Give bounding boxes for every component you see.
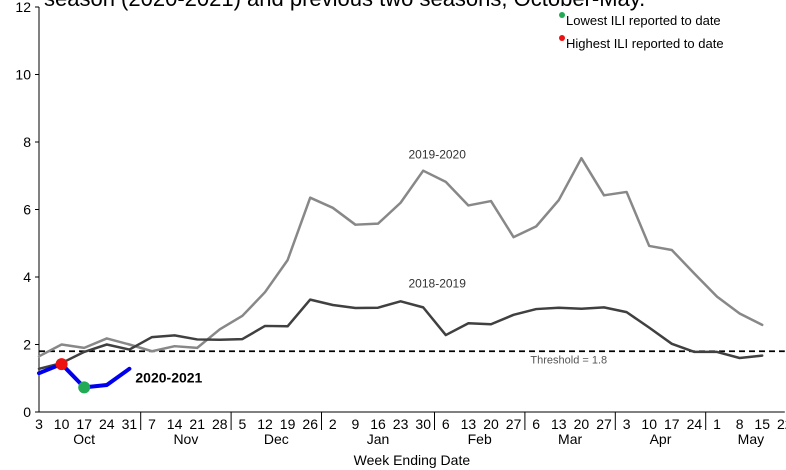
x-tick-label: 15	[754, 416, 770, 432]
marker-highest	[55, 358, 68, 371]
threshold-label: Threshold = 1.8	[530, 354, 607, 366]
x-tick-label: 28	[212, 416, 228, 432]
series-line-2018-2019	[37, 298, 764, 371]
x-tick-label: 20	[574, 416, 590, 432]
x-tick-label: 13	[461, 416, 477, 432]
chart-title: season (2020-2021) and previous two seas…	[44, 0, 645, 12]
y-tick-label: 8	[23, 134, 31, 150]
month-label: Nov	[173, 431, 198, 447]
x-tick-label: 21	[189, 416, 205, 432]
series-label-2018-2019: 2018-2019	[409, 277, 467, 291]
y-tick-label: 2	[23, 337, 31, 353]
month-label: May	[738, 431, 764, 447]
legend-dot-lowest	[559, 12, 565, 18]
x-tick-label: 19	[280, 416, 296, 432]
y-tick-label: 4	[23, 269, 31, 285]
series-label-2019-2020: 2019-2020	[409, 148, 467, 162]
x-tick-label: 5	[239, 416, 247, 432]
x-axis-title: Week Ending Date	[354, 452, 471, 468]
month-label: Mar	[558, 431, 582, 447]
x-tick-label: 1	[713, 416, 721, 432]
x-tick-label: 2	[329, 416, 337, 432]
y-tick-label: 6	[23, 202, 31, 218]
x-tick-label: 16	[370, 416, 386, 432]
x-tick-label: 3	[35, 416, 43, 432]
series-line-2019-2020	[37, 156, 764, 358]
x-tick-label: 26	[302, 416, 318, 432]
x-tick-label: 23	[393, 416, 409, 432]
x-tick-label: 14	[167, 416, 183, 432]
y-tick-label: 12	[15, 0, 31, 15]
legend-label-highest: Highest ILI reported to date	[566, 36, 724, 51]
x-tick-label: 7	[148, 416, 156, 432]
x-tick-label: 17	[664, 416, 680, 432]
x-tick-label: 8	[736, 416, 744, 432]
x-tick-label: 27	[506, 416, 522, 432]
x-tick-label: 10	[54, 416, 70, 432]
x-tick-label: 24	[687, 416, 703, 432]
x-tick-label: 31	[122, 416, 138, 432]
x-tick-label: 10	[641, 416, 657, 432]
x-tick-label: 9	[352, 416, 360, 432]
month-label: Oct	[73, 431, 95, 447]
x-tick-label: 13	[551, 416, 567, 432]
x-tick-label: 27	[596, 416, 612, 432]
x-tick-label: 3	[623, 416, 631, 432]
legend-label-lowest: Lowest ILI reported to date	[566, 13, 721, 28]
x-tick-label: 12	[257, 416, 273, 432]
x-tick-label: 30	[415, 416, 431, 432]
x-tick-label: 17	[76, 416, 92, 432]
month-label: Feb	[468, 431, 492, 447]
month-label: Apr	[650, 431, 672, 447]
x-tick-label: 6	[442, 416, 450, 432]
series-label-2020-2021: 2020-2021	[135, 369, 202, 385]
x-tick-label: 22	[777, 416, 786, 432]
x-tick-label: 6	[532, 416, 540, 432]
y-tick-label: 10	[15, 67, 31, 83]
y-tick-label: 0	[23, 404, 31, 420]
x-tick-label: 24	[99, 416, 115, 432]
month-label: Dec	[264, 431, 289, 447]
month-label: Jan	[367, 431, 390, 447]
marker-lowest	[78, 381, 91, 394]
legend-dot-highest	[559, 35, 565, 41]
x-tick-label: 20	[483, 416, 499, 432]
